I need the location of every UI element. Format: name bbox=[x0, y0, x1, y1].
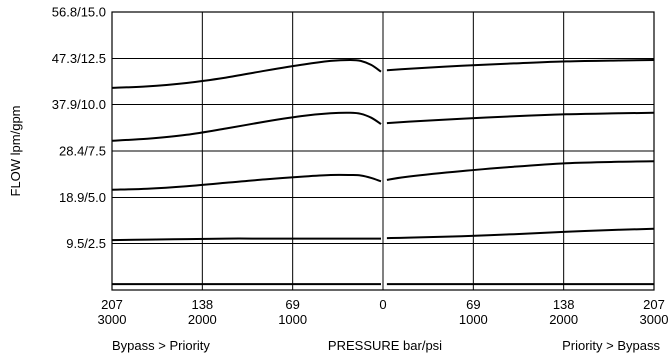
x-left-label: Bypass > Priority bbox=[112, 338, 210, 353]
x-right-label: Priority > Bypass bbox=[562, 338, 660, 353]
flow-curve-3-right bbox=[386, 160, 655, 181]
x-tick-label-psi: 3000 bbox=[98, 312, 127, 327]
flow-curve-5-left bbox=[111, 58, 382, 89]
x-tick-label-bar: 69 bbox=[466, 297, 480, 312]
flow-curve-5-right bbox=[386, 59, 655, 72]
x-tick-label-bar: 138 bbox=[191, 297, 213, 312]
x-tick-label-psi: 3000 bbox=[640, 312, 669, 327]
y-axis-label: FLOW lpm/gpm bbox=[8, 105, 23, 196]
x-tick-label-bar: 207 bbox=[643, 297, 665, 312]
x-tick-label-bar: 138 bbox=[553, 297, 575, 312]
x-tick-label-bar: 0 bbox=[379, 297, 386, 312]
flow-curve-2-left bbox=[111, 237, 381, 242]
x-tick-label-psi: 1000 bbox=[459, 312, 488, 327]
flow-curve-4-left bbox=[111, 111, 382, 142]
y-tick-label: 18.9/5.0 bbox=[59, 190, 106, 205]
y-tick-labels: 9.5/2.5 18.9/5.0 28.4/7.5 37.9/10.0 47.3/12.… bbox=[52, 5, 106, 252]
x-tick-label-bar: 207 bbox=[101, 297, 123, 312]
plot-frame bbox=[111, 11, 655, 291]
y-tick-label: 37.9/10.0 bbox=[52, 97, 106, 112]
curves bbox=[111, 58, 655, 286]
flow-curve-2-right bbox=[386, 227, 655, 240]
y-tick-label: 56.8/15.0 bbox=[52, 5, 106, 20]
flow-curve-4-right bbox=[386, 111, 655, 125]
y-tick-label: 9.5/2.5 bbox=[66, 236, 106, 251]
x-tick-label-psi: 2000 bbox=[549, 312, 578, 327]
y-tick-label: 28.4/7.5 bbox=[59, 144, 106, 159]
flow-curve-3-left bbox=[111, 173, 382, 191]
x-tick-label-bar: 69 bbox=[285, 297, 299, 312]
x-axis-label: PRESSURE bar/psi bbox=[328, 338, 442, 353]
grid bbox=[112, 12, 654, 290]
x-tick-label-psi: 2000 bbox=[188, 312, 217, 327]
x-tick-label-psi: 1000 bbox=[278, 312, 307, 327]
y-tick-label: 47.3/12.5 bbox=[52, 51, 106, 66]
